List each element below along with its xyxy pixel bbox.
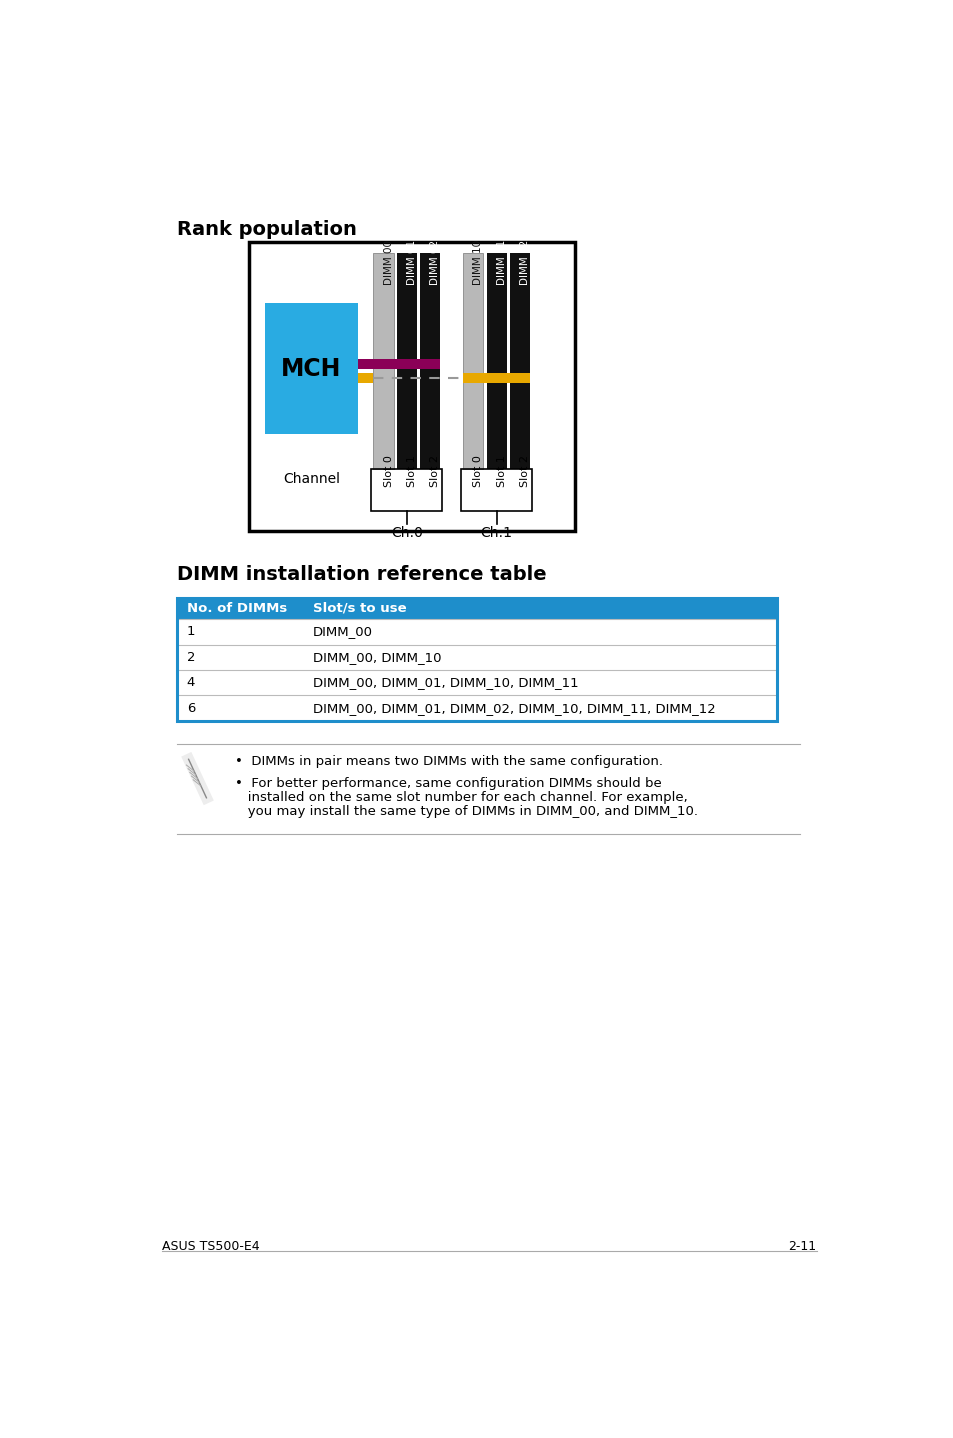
Text: installed on the same slot number for each channel. For example,: installed on the same slot number for ea…	[235, 791, 687, 804]
Text: DIMM 10: DIMM 10	[473, 240, 483, 285]
Text: No. of DIMMs: No. of DIMMs	[187, 603, 287, 615]
Bar	[509, 253, 530, 469]
Text: Slot 1: Slot 1	[497, 456, 506, 487]
Bar	[486, 253, 506, 469]
Text: DIMM installation reference table: DIMM installation reference table	[177, 565, 546, 584]
Text: Ch:0: Ch:0	[391, 526, 422, 541]
Bar	[177, 696, 777, 720]
Bar	[249, 242, 575, 531]
Text: MCH: MCH	[281, 357, 341, 381]
Bar	[177, 620, 777, 644]
Bar	[463, 253, 483, 469]
Bar	[396, 253, 416, 469]
Text: you may install the same type of DIMMs in DIMM_00, and DIMM_10.: you may install the same type of DIMMs i…	[235, 805, 698, 818]
Bar	[463, 372, 530, 383]
Bar	[371, 469, 442, 512]
Bar	[265, 303, 357, 434]
Text: •  For better performance, same configuration DIMMs should be: • For better performance, same configura…	[235, 777, 661, 789]
Bar	[357, 358, 439, 368]
Bar	[460, 469, 532, 512]
Text: DIMM_00, DIMM_10: DIMM_00, DIMM_10	[313, 651, 441, 664]
Bar	[177, 598, 777, 620]
Text: Slot 2: Slot 2	[519, 456, 529, 487]
Text: DIMM 12: DIMM 12	[519, 240, 529, 285]
Text: Slot 1: Slot 1	[406, 456, 416, 487]
Text: DIMM 01: DIMM 01	[406, 240, 416, 285]
Text: 4: 4	[187, 676, 194, 689]
Bar	[373, 253, 394, 469]
Text: 1: 1	[187, 626, 195, 638]
Text: 2-11: 2-11	[788, 1240, 816, 1252]
Text: DIMM_00, DIMM_01, DIMM_02, DIMM_10, DIMM_11, DIMM_12: DIMM_00, DIMM_01, DIMM_02, DIMM_10, DIMM…	[313, 702, 715, 715]
Text: Slot 2: Slot 2	[430, 456, 439, 487]
Text: DIMM_00, DIMM_01, DIMM_10, DIMM_11: DIMM_00, DIMM_01, DIMM_10, DIMM_11	[313, 676, 578, 689]
Text: Slot/s to use: Slot/s to use	[313, 603, 406, 615]
Bar	[419, 253, 439, 469]
Text: Slot 0: Slot 0	[473, 456, 483, 487]
Text: 2: 2	[187, 651, 195, 664]
Text: •  DIMMs in pair means two DIMMs with the same configuration.: • DIMMs in pair means two DIMMs with the…	[235, 755, 662, 768]
Text: Channel: Channel	[283, 472, 339, 486]
Text: DIMM 02: DIMM 02	[430, 240, 439, 285]
Text: 6: 6	[187, 702, 194, 715]
Bar	[177, 644, 777, 670]
Bar	[357, 372, 373, 383]
Bar	[177, 598, 777, 720]
Text: Slot 0: Slot 0	[383, 456, 393, 487]
Bar	[177, 670, 777, 696]
Text: ASUS TS500-E4: ASUS TS500-E4	[162, 1240, 259, 1252]
Text: DIMM 00: DIMM 00	[383, 240, 393, 285]
Text: Ch:1: Ch:1	[480, 526, 512, 541]
Text: Rank population: Rank population	[177, 220, 356, 239]
Text: DIMM 11: DIMM 11	[497, 240, 506, 285]
Text: DIMM_00: DIMM_00	[313, 626, 373, 638]
